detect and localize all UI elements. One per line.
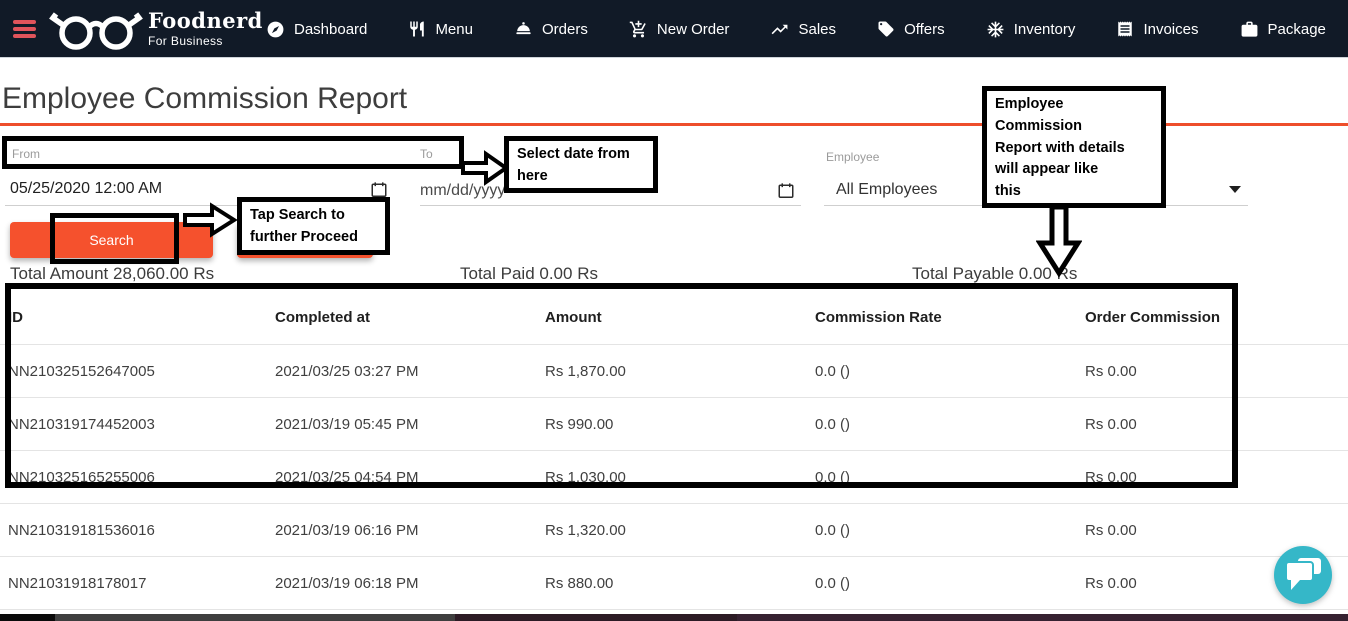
cell-amount: Rs 1,320.00 [545, 522, 626, 539]
briefcase-icon [1241, 21, 1257, 37]
from-calendar-icon[interactable] [370, 180, 388, 199]
annotation-note-select-date: Select date from here [504, 136, 658, 193]
snowflake-icon [987, 21, 1004, 37]
to-field-underline [420, 205, 801, 206]
cloche-icon [516, 21, 531, 34]
table-row: NN210319181536016 2021/03/19 06:16 PM Rs… [0, 504, 1348, 557]
nav-label: Inventory [1013, 20, 1076, 38]
nav-item-dashboard[interactable]: Dashboard [266, 20, 367, 39]
brand-name: Foodnerd [148, 8, 263, 33]
cell-commission-rate: 0.0 () [815, 469, 851, 486]
col-header-order-commission: Order Commission [1085, 309, 1221, 326]
cell-amount: Rs 1,870.00 [545, 363, 626, 380]
to-date-input[interactable]: mm/dd/yyyy [420, 182, 506, 199]
to-calendar-icon[interactable] [777, 181, 795, 200]
cell-commission-rate: 0.0 () [815, 416, 851, 433]
top-navbar: Foodnerd For Business Dashboard Menu Ord… [0, 0, 1348, 58]
cell-amount: Rs 990.00 [545, 416, 614, 433]
nav-item-package[interactable]: Package [1240, 20, 1326, 39]
nav-item-offers[interactable]: Offers [877, 20, 945, 38]
page-title: Employee Commission Report [2, 82, 408, 115]
employee-select[interactable]: All Employees [836, 181, 938, 198]
table-row: NN21031918178017 2021/03/19 06:18 PM Rs … [0, 557, 1348, 610]
cell-id: NN21031918178017 [8, 575, 147, 592]
cell-order-commission: Rs 0.00 [1085, 469, 1137, 486]
footer-strip-segment [455, 614, 737, 621]
cell-completed-at: 2021/03/25 04:54 PM [275, 469, 419, 486]
nav-label: Orders [542, 20, 588, 38]
title-underline-rule [0, 123, 1348, 126]
employee-label: Employee [826, 150, 880, 164]
nav-list: Dashboard Menu Orders New Order Sales Of… [248, 0, 1348, 58]
annotation-note-report-appear: Employee Commission Report with details … [982, 86, 1166, 208]
footer-strip-segment [737, 614, 1348, 621]
table-row: NN210325165255006 2021/03/25 04:54 PM Rs… [0, 451, 1348, 504]
nav-item-inventory[interactable]: Inventory [986, 20, 1076, 39]
from-field-underline [5, 205, 390, 206]
cart-plus-icon [629, 20, 646, 37]
nav-label: Package [1267, 20, 1326, 38]
nav-item-orders[interactable]: Orders [514, 20, 588, 39]
cell-completed-at: 2021/03/19 06:18 PM [275, 575, 419, 592]
cell-completed-at: 2021/03/19 06:16 PM [275, 522, 419, 539]
table-row: NN210325152647005 2021/03/25 03:27 PM Rs… [0, 345, 1348, 398]
employee-field-underline [824, 205, 1248, 206]
nav-label: Menu [435, 20, 473, 38]
nav-label: New Order [656, 20, 730, 38]
table-header-row: ID Completed at Amount Commission Rate O… [0, 290, 1348, 345]
brand-text[interactable]: Foodnerd For Business [148, 8, 263, 48]
cutlery-icon [410, 21, 425, 37]
cell-order-commission: Rs 0.00 [1085, 575, 1137, 592]
cell-amount: Rs 1,030.00 [545, 469, 626, 486]
cell-amount: Rs 880.00 [545, 575, 614, 592]
total-amount: Total Amount 28,060.00 Rs [10, 264, 215, 283]
cell-id: NN210319174452003 [8, 416, 155, 433]
total-paid: Total Paid 0.00 Rs [460, 264, 598, 283]
cell-commission-rate: 0.0 () [815, 522, 851, 539]
foodnerd-glasses-logo-icon [49, 12, 143, 50]
cell-order-commission: Rs 0.00 [1085, 416, 1137, 433]
nav-label: Dashboard [294, 20, 368, 38]
cell-commission-rate: 0.0 () [815, 363, 851, 380]
cell-id: NN210325152647005 [8, 363, 155, 380]
nav-label: Offers [904, 20, 945, 38]
cell-id: NN210319181536016 [8, 522, 155, 539]
search-button[interactable]: Search [10, 222, 213, 258]
to-label: To [420, 147, 433, 161]
footer-strip-segment [0, 614, 55, 621]
nav-item-sales[interactable]: Sales [770, 20, 836, 39]
total-payable: Total Payable 0.00 Rs [912, 264, 1078, 283]
col-header-completed-at: Completed at [275, 309, 371, 326]
col-header-id: ID [8, 309, 23, 326]
secondary-action-button-partially-hidden[interactable] [237, 222, 373, 258]
dropdown-caret-icon[interactable] [1229, 186, 1241, 193]
compass-icon [267, 21, 284, 37]
trend-up-icon [772, 24, 788, 34]
nav-label: Invoices [1143, 20, 1199, 38]
cell-completed-at: 2021/03/25 03:27 PM [275, 363, 419, 380]
chat-bubbles-icon [1285, 558, 1321, 590]
from-label: From [12, 147, 40, 161]
brand-tagline: For Business [148, 34, 223, 48]
nav-label: Sales [798, 20, 837, 38]
cell-commission-rate: 0.0 () [815, 575, 851, 592]
nav-item-new-order[interactable]: New Order [629, 20, 730, 39]
cell-order-commission: Rs 0.00 [1085, 363, 1137, 380]
chat-widget-button[interactable] [1272, 544, 1334, 606]
col-header-commission-rate: Commission Rate [815, 309, 942, 326]
from-date-input[interactable]: 05/25/2020 12:00 AM [10, 180, 163, 197]
cell-order-commission: Rs 0.00 [1085, 522, 1137, 539]
nav-item-invoices[interactable]: Invoices [1116, 20, 1198, 38]
annotation-rect-from-to-fields [2, 136, 464, 169]
receipt-icon [1118, 21, 1133, 37]
cell-id: NN210325165255006 [8, 469, 155, 486]
table-row: NN210319174452003 2021/03/19 05:45 PM Rs… [0, 398, 1348, 451]
tag-icon [878, 21, 894, 37]
hamburger-menu-icon[interactable] [13, 20, 36, 41]
col-header-amount: Amount [545, 309, 602, 326]
footer-strip-segment [55, 614, 455, 621]
cell-completed-at: 2021/03/19 05:45 PM [275, 416, 419, 433]
nav-item-menu[interactable]: Menu [408, 20, 473, 38]
